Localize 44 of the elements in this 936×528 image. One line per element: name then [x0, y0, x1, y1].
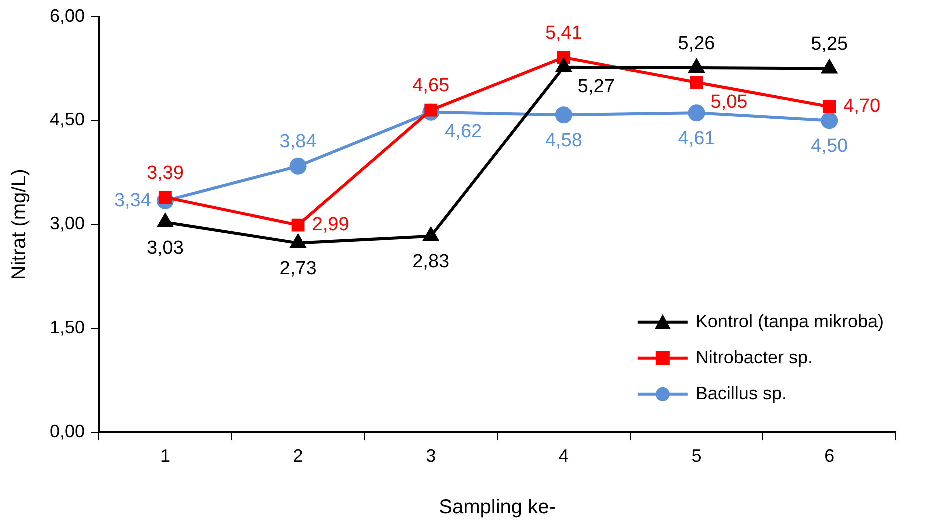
data-label: 5,05: [710, 92, 748, 113]
x-axis-title: Sampling ke-: [439, 496, 556, 519]
legend-label: Bacillus sp.: [696, 383, 787, 404]
y-axis-title: Nitrat (mg/L): [8, 169, 31, 280]
point: [158, 214, 174, 228]
data-label: 2,99: [312, 214, 350, 236]
x-tick-label: 4: [558, 446, 569, 466]
x-tick-label: 2: [293, 446, 304, 466]
data-label: 4,62: [445, 122, 482, 143]
data-label: 3,34: [114, 190, 152, 212]
point: [292, 218, 305, 232]
x-tick-label: 1: [160, 446, 170, 466]
data-label: 4,70: [844, 96, 881, 118]
x-tick-label: 5: [692, 446, 702, 466]
data-label: 3,84: [280, 132, 318, 153]
point: [823, 100, 836, 114]
y-tick-label: 0,00: [50, 421, 86, 442]
data-label: 3,39: [146, 162, 184, 184]
legend-label: Kontrol (tanpa mikroba): [696, 311, 884, 332]
point: [424, 228, 439, 242]
data-label: 5,26: [678, 33, 716, 54]
y-tick-label: 1,50: [50, 317, 86, 338]
data-label: 4,58: [545, 130, 582, 152]
y-tick-label: 3,00: [50, 214, 86, 234]
point: [688, 104, 706, 122]
point: [290, 158, 307, 175]
point: [555, 106, 572, 124]
data-label: 3,03: [146, 238, 184, 259]
point: [821, 112, 838, 130]
data-label: 2,73: [280, 258, 317, 280]
data-label: 4,50: [811, 136, 848, 157]
x-tick-label: 6: [824, 446, 835, 466]
point: [690, 76, 704, 90]
legend-label: Nitrobacter sp.: [696, 347, 813, 368]
point: [290, 234, 306, 248]
data-label: 4,65: [412, 76, 450, 97]
y-tick-label: 4,50: [50, 110, 86, 130]
data-label: 4,61: [678, 128, 716, 150]
data-label: 2,83: [412, 252, 450, 273]
data-label: 5,25: [811, 34, 848, 55]
data-label: 5,27: [578, 76, 615, 98]
x-tick-label: 3: [426, 446, 436, 466]
y-tick-label: 6,00: [50, 6, 86, 26]
data-label: 5,41: [545, 22, 582, 44]
